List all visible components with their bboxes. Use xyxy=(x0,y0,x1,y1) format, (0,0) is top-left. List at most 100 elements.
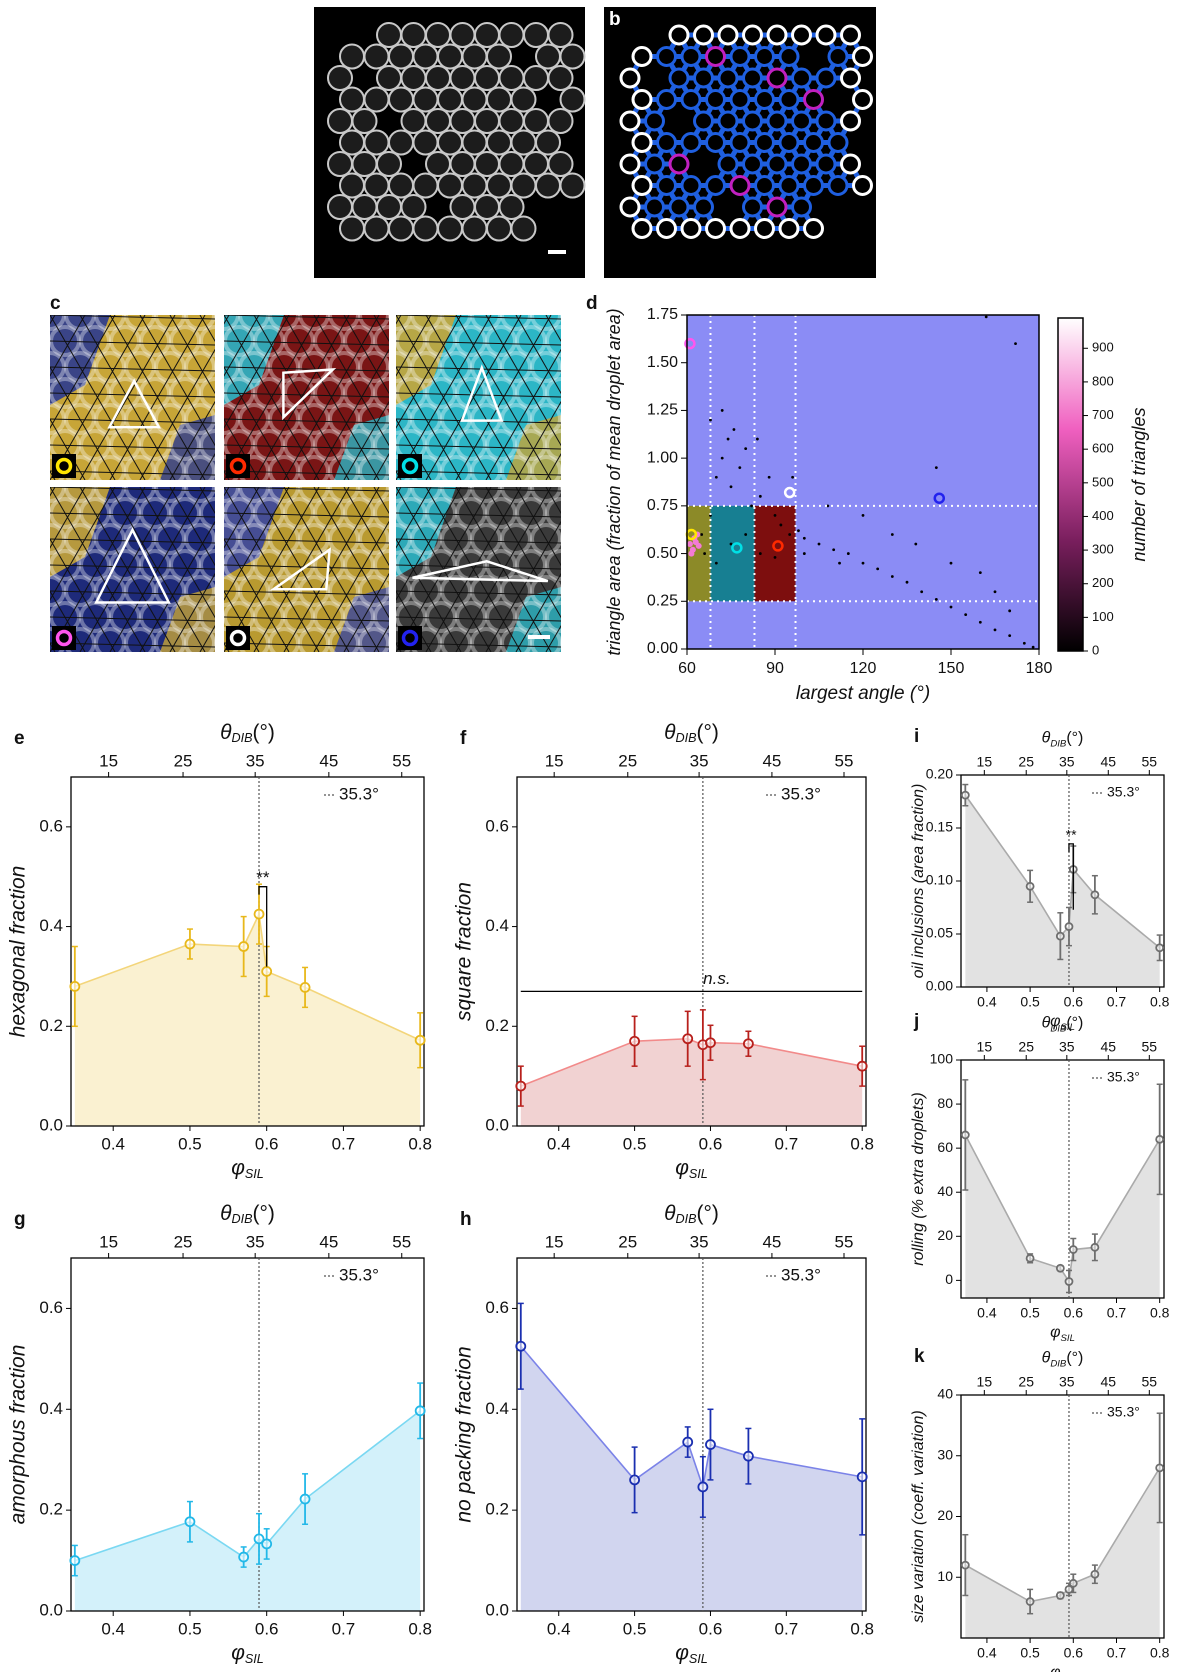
x2-tick-label: 15 xyxy=(977,1039,993,1055)
droplet-glow xyxy=(515,497,547,529)
droplet-glow xyxy=(358,455,389,480)
highlighted-triangle xyxy=(269,547,332,591)
droplet xyxy=(705,46,726,67)
droplet-glow xyxy=(343,497,375,529)
droplet-glow xyxy=(375,275,403,303)
droplet xyxy=(559,43,586,70)
droplet-glow xyxy=(373,497,389,529)
droplet-glow xyxy=(124,487,156,503)
mesh-line xyxy=(224,315,260,377)
x2-tick-label: 45 xyxy=(762,751,781,770)
panel-label: b xyxy=(609,9,621,30)
droplet xyxy=(510,215,537,242)
droplet xyxy=(791,67,812,89)
droplet-glow xyxy=(530,627,561,652)
droplet xyxy=(486,129,512,156)
droplet-glow xyxy=(111,275,139,303)
droplet xyxy=(363,172,390,199)
droplet xyxy=(656,46,677,67)
x-tick-label: 0.4 xyxy=(977,1645,997,1661)
highlighted-triangle xyxy=(94,527,171,604)
droplet xyxy=(535,43,561,70)
droplet xyxy=(363,129,390,156)
scale-bar xyxy=(548,250,566,254)
example-marker xyxy=(731,542,743,554)
point xyxy=(934,466,938,470)
droplet xyxy=(437,86,463,113)
droplet xyxy=(449,151,476,177)
x2-tick-label: 35 xyxy=(1059,1039,1075,1055)
x-axis-title: largest angle (°) xyxy=(796,683,930,704)
droplet-glow xyxy=(560,413,561,425)
droplet xyxy=(619,110,641,132)
droplet-glow xyxy=(500,627,532,652)
mesh-line xyxy=(485,520,561,652)
point xyxy=(1090,1569,1100,1579)
x-axis-symbol: φ xyxy=(675,1156,689,1179)
droplet-glow xyxy=(165,275,193,303)
y-tick-label: 0.15 xyxy=(926,819,953,835)
x-tick-label: 0.8 xyxy=(850,1619,874,1638)
x2-tick-label: 45 xyxy=(762,1232,781,1251)
droplet-glow xyxy=(457,275,485,303)
droplet-glow xyxy=(440,487,472,503)
tile-icon-box xyxy=(52,454,76,478)
droplet-glow xyxy=(530,403,561,435)
droplet-glow xyxy=(337,275,365,303)
droplet-glow xyxy=(283,325,315,357)
droplet-glow xyxy=(313,497,345,529)
droplet-glow xyxy=(6,473,34,501)
droplet-glow xyxy=(485,325,517,357)
point xyxy=(846,552,850,555)
droplet-glow xyxy=(455,429,487,461)
tile-patch xyxy=(224,315,284,405)
example-marker xyxy=(933,492,946,504)
droplet-glow xyxy=(94,403,126,435)
droplet-glow xyxy=(253,429,285,461)
y-tick-label: 0.0 xyxy=(39,1600,63,1619)
droplet xyxy=(498,65,525,91)
x2-tick-label: 45 xyxy=(1100,754,1116,770)
mesh-line xyxy=(50,470,215,476)
droplet xyxy=(523,65,549,91)
droplet xyxy=(327,108,353,134)
x2-axis-title: θDIB(°) xyxy=(664,720,719,745)
y-tick-label: 0.6 xyxy=(485,816,509,835)
droplet xyxy=(668,24,690,46)
droplet xyxy=(656,218,677,239)
droplet xyxy=(461,86,488,113)
droplet-glow xyxy=(358,487,389,503)
droplet xyxy=(705,218,726,239)
droplet xyxy=(778,46,800,67)
droplet-glow xyxy=(268,455,300,480)
droplet xyxy=(705,89,726,110)
x2-axis-subscript: DIB xyxy=(232,731,253,745)
droplet-glow xyxy=(6,629,34,657)
point xyxy=(832,548,836,552)
droplet-glow xyxy=(255,655,283,683)
droplet-glow xyxy=(298,523,330,555)
x2-axis-subscript: DIB xyxy=(1050,1023,1067,1034)
mesh-line xyxy=(396,315,561,320)
droplet xyxy=(461,129,488,156)
x-tick-label: 180 xyxy=(1026,660,1053,677)
point xyxy=(695,542,702,549)
droplet xyxy=(388,215,414,242)
y-tick-label: 0.6 xyxy=(485,1298,509,1317)
mesh-line xyxy=(313,348,389,480)
droplet-glow xyxy=(375,655,403,683)
colorbar-title: number of triangles xyxy=(1129,407,1149,561)
droplet xyxy=(852,175,873,196)
y-tick-label: 0.2 xyxy=(39,1500,63,1519)
point xyxy=(714,561,718,565)
panel-label: c xyxy=(50,293,61,314)
droplet-glow xyxy=(440,455,472,480)
droplet-glow xyxy=(345,275,373,303)
droplet-glow xyxy=(410,487,442,503)
droplet xyxy=(510,172,537,199)
droplet-glow xyxy=(21,655,49,683)
mesh-line xyxy=(396,392,561,398)
point xyxy=(629,1035,640,1047)
droplet-glow xyxy=(94,627,126,652)
droplet-glow xyxy=(500,523,532,555)
